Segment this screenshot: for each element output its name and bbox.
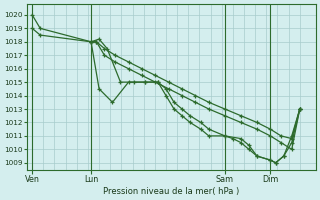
X-axis label: Pression niveau de la mer( hPa ): Pression niveau de la mer( hPa ) (103, 187, 239, 196)
